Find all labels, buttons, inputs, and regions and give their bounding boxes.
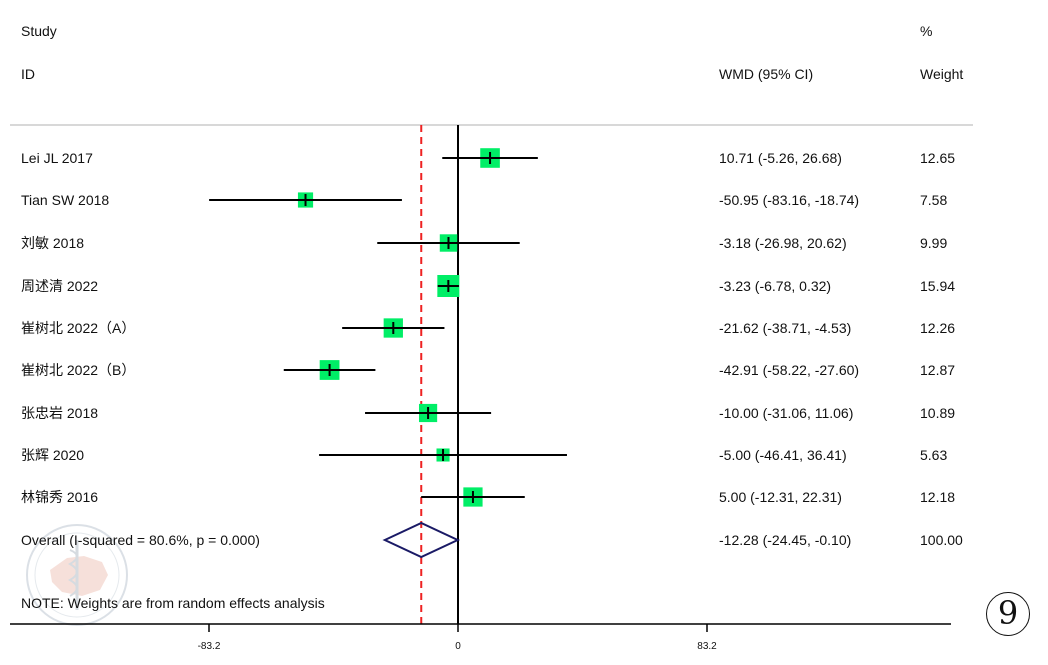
study-ci: -42.91 (-58.22, -27.60) — [719, 362, 860, 378]
study-label: 林锦秀 2016 — [21, 489, 99, 505]
study-weight: 12.65 — [920, 150, 956, 166]
overall-ci: -12.28 (-24.45, -0.10) — [719, 532, 852, 548]
study-label: 崔树北 2022（A） — [21, 320, 136, 336]
figure-number: 9 — [986, 592, 1030, 636]
study-ci: -3.18 (-26.98, 20.62) — [719, 235, 847, 251]
note: NOTE: Weights are from random effects an… — [21, 595, 325, 611]
study-weight: 12.87 — [920, 362, 956, 378]
study-ci: -5.00 (-46.41, 36.41) — [719, 447, 847, 463]
overall-weight: 100.00 — [920, 532, 963, 548]
study-label: 崔树北 2022（B） — [21, 362, 136, 378]
study-weight: 15.94 — [920, 278, 956, 294]
study-ci: 5.00 (-12.31, 22.31) — [719, 489, 842, 505]
header-weight-pct: % — [920, 23, 933, 39]
study-weight: 12.18 — [920, 489, 956, 505]
study-weight: 12.26 — [920, 320, 956, 336]
study-weight: 7.58 — [920, 192, 948, 208]
study-ci: -50.95 (-83.16, -18.74) — [719, 192, 860, 208]
header-study: Study — [21, 23, 57, 39]
watermark-seal — [26, 524, 128, 626]
header-effect: WMD (95% CI) — [719, 66, 814, 82]
study-label: Tian SW 2018 — [21, 192, 110, 208]
x-tick-label: -83.2 — [198, 641, 221, 652]
x-tick-label: 83.2 — [697, 641, 717, 652]
header-weight: Weight — [920, 66, 964, 82]
study-label: 张辉 2020 — [21, 447, 85, 463]
header-id: ID — [21, 66, 35, 82]
x-tick-label: 0 — [455, 641, 461, 652]
study-ci: 10.71 (-5.26, 26.68) — [719, 150, 842, 166]
study-label: 刘敏 2018 — [21, 235, 85, 251]
study-weight: 9.99 — [920, 235, 948, 251]
study-label: Lei JL 2017 — [21, 150, 93, 166]
study-label: 张忠岩 2018 — [21, 405, 99, 421]
study-ci: -10.00 (-31.06, 11.06) — [719, 405, 854, 421]
study-weight: 10.89 — [920, 405, 956, 421]
study-label: 周述清 2022 — [21, 278, 99, 294]
study-weight: 5.63 — [920, 447, 948, 463]
study-ci: -3.23 (-6.78, 0.32) — [719, 278, 832, 294]
overall-diamond — [382, 521, 461, 559]
study-ci: -21.62 (-38.71, -4.53) — [719, 320, 852, 336]
overall-label: Overall (I-squared = 80.6%, p = 0.000) — [21, 532, 260, 548]
